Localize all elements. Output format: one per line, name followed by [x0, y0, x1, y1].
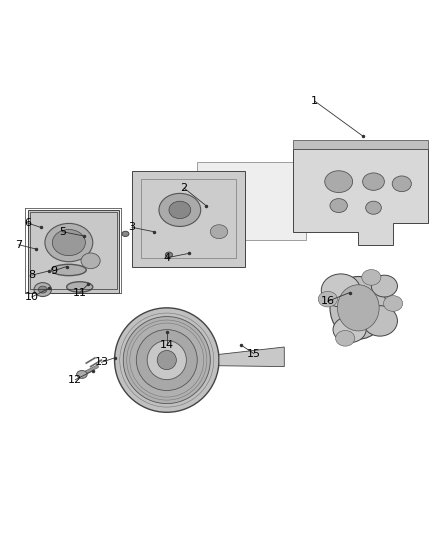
Ellipse shape	[337, 285, 379, 331]
Polygon shape	[293, 149, 428, 245]
Text: 5: 5	[59, 227, 66, 237]
Ellipse shape	[336, 330, 355, 346]
Text: 4: 4	[163, 253, 170, 263]
Ellipse shape	[363, 305, 397, 336]
Ellipse shape	[363, 173, 385, 190]
Ellipse shape	[51, 264, 86, 276]
Text: 11: 11	[73, 288, 87, 297]
Ellipse shape	[371, 275, 397, 297]
Ellipse shape	[366, 201, 381, 214]
Text: 3: 3	[128, 222, 135, 232]
Ellipse shape	[122, 231, 129, 237]
Polygon shape	[197, 162, 306, 240]
Ellipse shape	[325, 171, 353, 192]
Text: 10: 10	[25, 292, 39, 302]
Text: 14: 14	[160, 340, 174, 350]
Polygon shape	[293, 140, 428, 149]
Text: 1: 1	[311, 96, 318, 106]
Ellipse shape	[166, 252, 173, 257]
Ellipse shape	[52, 230, 85, 256]
Text: 6: 6	[24, 218, 31, 228]
Ellipse shape	[157, 351, 177, 370]
Ellipse shape	[159, 193, 201, 227]
Text: 8: 8	[28, 270, 35, 280]
Text: 9: 9	[50, 266, 57, 276]
Ellipse shape	[321, 274, 360, 307]
Ellipse shape	[392, 176, 411, 192]
Ellipse shape	[210, 225, 228, 239]
Ellipse shape	[67, 282, 93, 292]
Text: 13: 13	[95, 357, 109, 367]
Polygon shape	[28, 210, 119, 293]
Ellipse shape	[330, 199, 347, 213]
Ellipse shape	[136, 329, 197, 391]
Polygon shape	[219, 347, 284, 367]
Ellipse shape	[81, 253, 100, 269]
Ellipse shape	[115, 308, 219, 413]
Ellipse shape	[123, 317, 210, 403]
Ellipse shape	[333, 317, 366, 343]
Text: 15: 15	[247, 349, 261, 359]
Ellipse shape	[147, 341, 186, 379]
Ellipse shape	[45, 223, 93, 262]
Polygon shape	[132, 171, 245, 266]
Text: 2: 2	[180, 183, 188, 193]
Ellipse shape	[384, 296, 403, 311]
Ellipse shape	[330, 277, 387, 339]
Ellipse shape	[39, 286, 47, 293]
Text: 7: 7	[15, 240, 22, 250]
Text: 16: 16	[321, 296, 335, 306]
Ellipse shape	[169, 201, 191, 219]
Ellipse shape	[34, 282, 51, 296]
Ellipse shape	[362, 270, 381, 285]
Ellipse shape	[318, 292, 337, 307]
Text: 12: 12	[68, 375, 82, 385]
Ellipse shape	[77, 370, 87, 378]
